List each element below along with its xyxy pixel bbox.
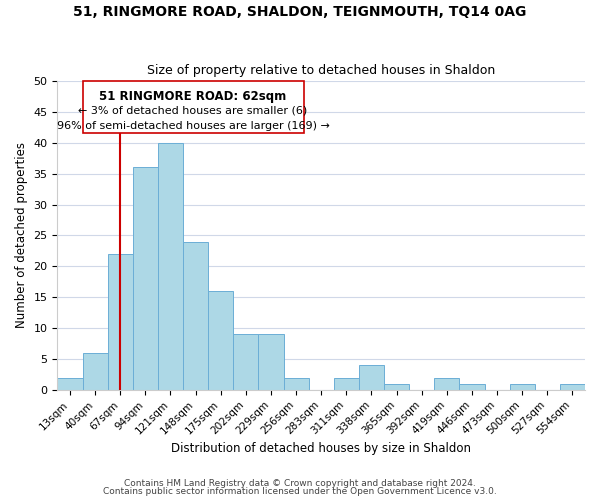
Bar (560, 384, 585, 390)
Text: 51, RINGMORE ROAD, SHALDON, TEIGNMOUTH, TQ14 0AG: 51, RINGMORE ROAD, SHALDON, TEIGNMOUTH, … (73, 5, 527, 19)
Bar (434, 378, 460, 390)
X-axis label: Distribution of detached houses by size in Shaldon: Distribution of detached houses by size … (171, 442, 471, 455)
Title: Size of property relative to detached houses in Shaldon: Size of property relative to detached ho… (147, 64, 496, 77)
Bar (284, 378, 308, 390)
Bar (359, 365, 384, 390)
Bar (83, 353, 107, 390)
Y-axis label: Number of detached properties: Number of detached properties (15, 142, 28, 328)
Text: Contains HM Land Registry data © Crown copyright and database right 2024.: Contains HM Land Registry data © Crown c… (124, 478, 476, 488)
Bar (158, 142, 183, 390)
Text: 51 RINGMORE ROAD: 62sqm: 51 RINGMORE ROAD: 62sqm (100, 90, 287, 103)
Text: Contains public sector information licensed under the Open Government Licence v3: Contains public sector information licen… (103, 487, 497, 496)
Bar (107, 254, 133, 390)
Bar (334, 378, 359, 390)
FancyBboxPatch shape (83, 81, 304, 134)
Bar (133, 168, 158, 390)
Bar (259, 334, 284, 390)
Bar (208, 291, 233, 390)
Text: ← 3% of detached houses are smaller (6): ← 3% of detached houses are smaller (6) (79, 106, 308, 116)
Bar (233, 334, 259, 390)
Bar (384, 384, 409, 390)
Text: 96% of semi-detached houses are larger (169) →: 96% of semi-detached houses are larger (… (56, 121, 329, 131)
Bar (58, 378, 83, 390)
Bar (183, 242, 208, 390)
Bar (460, 384, 485, 390)
Bar (509, 384, 535, 390)
